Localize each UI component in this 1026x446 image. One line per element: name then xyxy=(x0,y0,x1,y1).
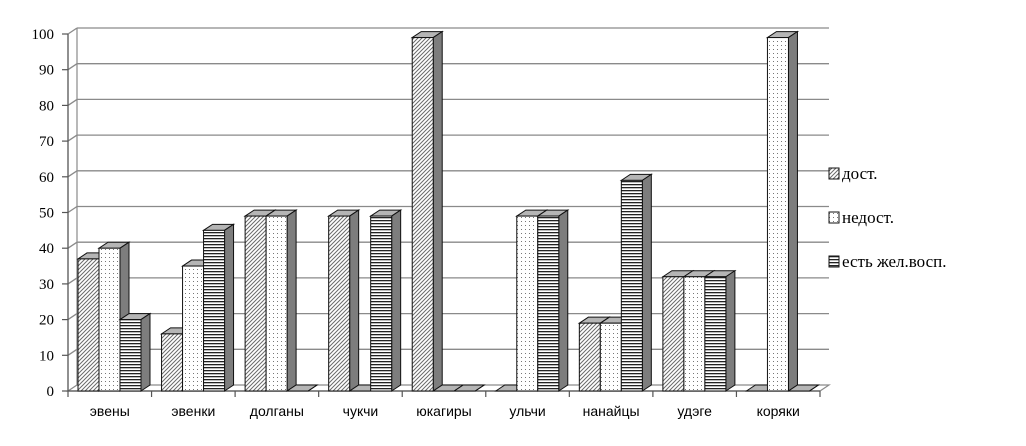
legend-swatch xyxy=(828,167,840,180)
legend-label: есть жел.восп. xyxy=(842,252,946,271)
bar-front xyxy=(161,333,184,392)
x-tick-label: юкагиры xyxy=(416,403,472,419)
bar-side xyxy=(787,30,798,392)
bar xyxy=(452,384,486,392)
gridline-slant xyxy=(67,134,78,142)
gridline-slant xyxy=(67,63,78,71)
bars xyxy=(76,30,821,392)
bar-front xyxy=(766,37,789,392)
bar xyxy=(786,384,821,392)
x-tick-label: эвенки xyxy=(171,403,215,419)
x-tick-label: коряки xyxy=(757,403,800,419)
y-tick-label: 40 xyxy=(39,241,54,257)
bar-side xyxy=(224,223,235,392)
bar-side xyxy=(307,384,318,392)
bar-side xyxy=(349,209,360,392)
bar xyxy=(118,312,152,392)
bar xyxy=(201,223,236,392)
gridline-slant xyxy=(67,205,78,214)
bar-side xyxy=(140,312,151,392)
bar xyxy=(619,173,653,392)
bar xyxy=(285,384,319,392)
y-tick-label: 50 xyxy=(39,206,54,222)
legend-item: дост. xyxy=(828,164,878,183)
y-tick-label: 90 xyxy=(39,63,54,79)
gridline-slant xyxy=(67,98,78,106)
legend-label: недост. xyxy=(842,208,894,227)
legend-label: дост. xyxy=(842,164,878,183)
gridline-slant xyxy=(67,241,78,249)
y-tick-label: 60 xyxy=(39,170,54,186)
legend: дост. недост. есть жел.восп. xyxy=(828,164,946,271)
bar-front xyxy=(328,215,351,392)
bar-front xyxy=(98,247,121,392)
gridline-slant xyxy=(67,277,78,285)
bar-side xyxy=(641,173,652,392)
bar-front xyxy=(77,258,100,392)
y-tick-label: 80 xyxy=(39,98,54,114)
bar-front xyxy=(182,265,205,392)
bar-side xyxy=(474,384,485,392)
x-tick-label: ульчи xyxy=(509,403,545,419)
bar xyxy=(369,209,403,392)
bar-front xyxy=(244,215,267,392)
bar-side xyxy=(432,30,443,392)
bar-side xyxy=(286,209,297,392)
bar xyxy=(536,209,570,392)
y-tick-label: 20 xyxy=(39,313,54,329)
bar xyxy=(703,269,737,392)
bar-side xyxy=(725,269,736,392)
tick-labels: 0 10 20 30 40 50 60 70 80 90 100 эвены эвенки долганы… xyxy=(32,27,800,419)
bar-front xyxy=(370,215,393,392)
x-tick-label: эвены xyxy=(90,403,130,419)
bar-front xyxy=(578,322,601,392)
x-tick-label: чукчи xyxy=(343,403,379,419)
bar-front xyxy=(203,229,226,392)
bar xyxy=(264,209,298,392)
bar-front xyxy=(265,215,288,392)
bar-front xyxy=(411,37,434,392)
bar-side xyxy=(809,384,819,392)
bar-front xyxy=(599,322,622,392)
bar-front xyxy=(704,276,727,392)
y-tick-label: 70 xyxy=(39,134,54,150)
bar xyxy=(765,30,800,392)
bar-front xyxy=(683,276,706,392)
y-tick-label: 10 xyxy=(39,348,54,364)
y-tick-label: 0 xyxy=(47,384,55,400)
bar-front xyxy=(662,276,685,392)
bar xyxy=(410,30,444,392)
bar xyxy=(327,209,361,392)
bar-front xyxy=(516,215,539,392)
y-tick-label: 30 xyxy=(39,277,54,293)
gridline-slant xyxy=(67,348,78,356)
legend-item: есть жел.восп. xyxy=(828,252,946,271)
legend-item: недост. xyxy=(828,208,894,227)
bar-front xyxy=(537,215,560,392)
bar-side xyxy=(558,209,569,392)
legend-swatch xyxy=(828,255,840,268)
bar-front xyxy=(119,319,142,392)
bar-side xyxy=(391,209,402,392)
x-tick-label: нанайцы xyxy=(583,403,640,419)
gridline-slant xyxy=(67,170,78,178)
x-tick-label: долганы xyxy=(250,403,304,419)
gridline-slant xyxy=(67,313,78,321)
gridline-slant xyxy=(67,27,78,35)
legend-swatch xyxy=(828,211,840,224)
y-tick-label: 100 xyxy=(32,27,55,43)
bar-front xyxy=(620,179,643,392)
x-tick-label: удэге xyxy=(677,403,712,419)
